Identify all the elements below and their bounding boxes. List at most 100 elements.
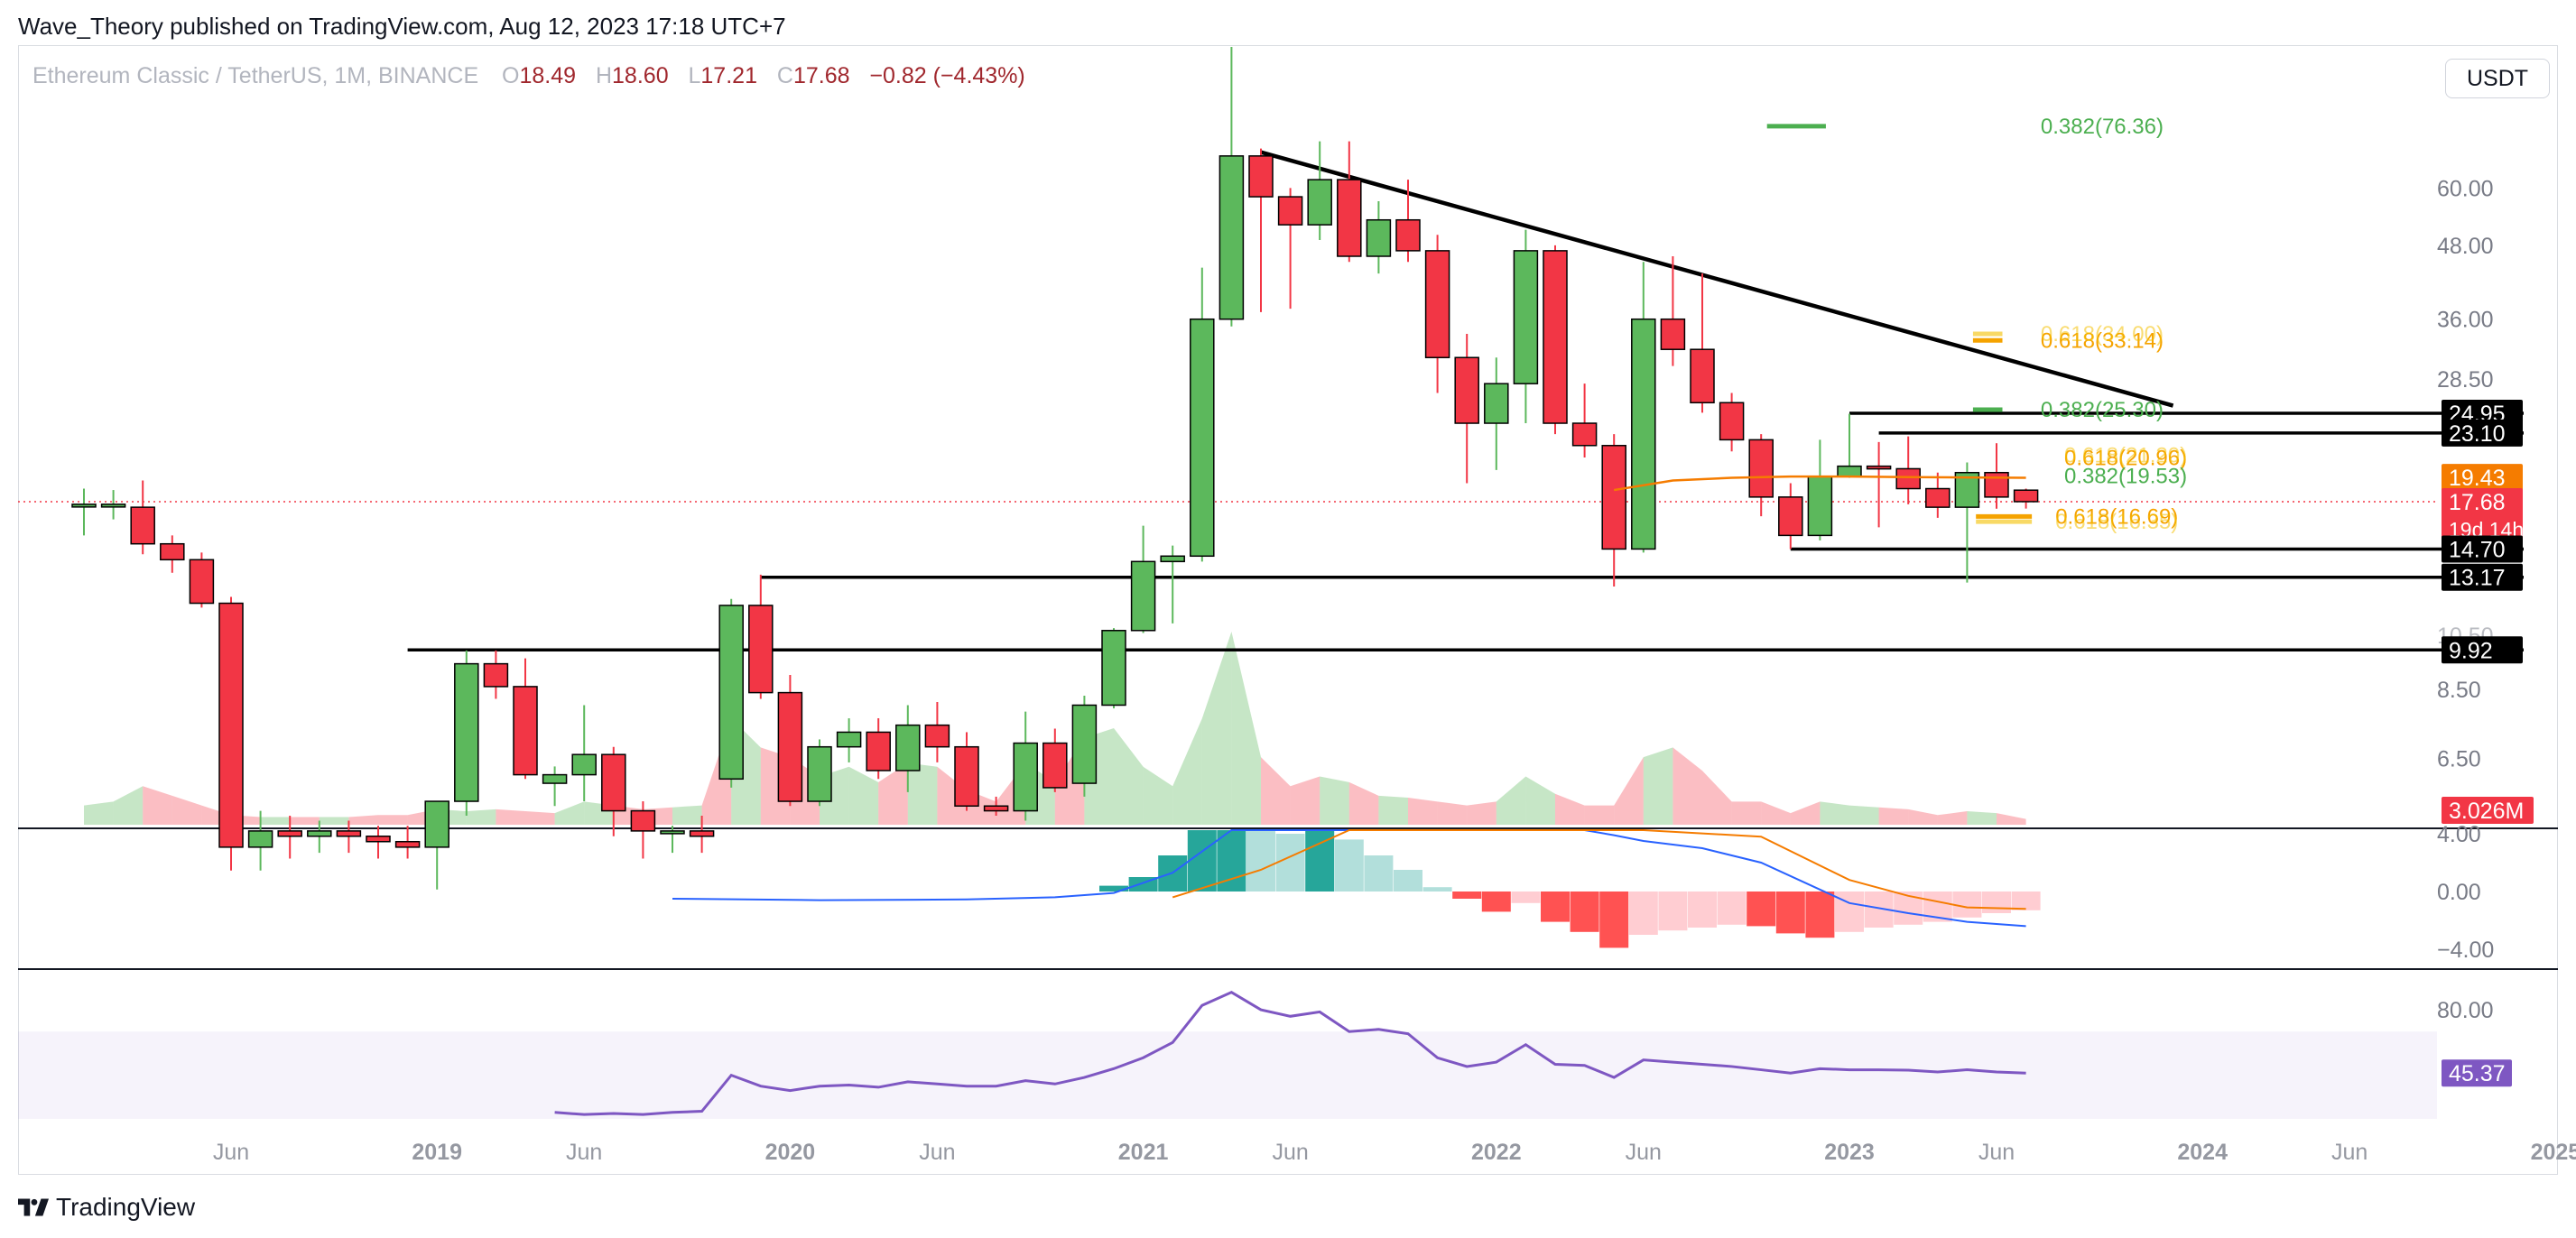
candle-body[interactable] — [1660, 318, 1686, 350]
candle-body[interactable] — [1601, 445, 1626, 550]
candle-body[interactable] — [836, 731, 862, 748]
candle-body[interactable] — [1984, 471, 2009, 498]
macd-histogram-bar — [1452, 892, 1482, 899]
candle-body[interactable] — [1454, 356, 1479, 424]
volume-area-segment — [466, 808, 496, 825]
candle-body[interactable] — [542, 773, 568, 784]
volume-area-segment — [1261, 757, 1291, 825]
candle-body[interactable] — [1307, 179, 1332, 226]
candle-body[interactable] — [1895, 467, 1921, 490]
candle-body[interactable] — [1160, 555, 1185, 563]
candle-body[interactable] — [660, 830, 685, 835]
candle-body[interactable] — [424, 800, 449, 848]
candle-body[interactable] — [954, 745, 979, 808]
candle-body[interactable] — [924, 724, 950, 748]
candle-body[interactable] — [483, 662, 509, 688]
candle-body[interactable] — [1248, 155, 1274, 198]
time-axis-tick: Jun — [213, 1140, 249, 1165]
volume-area-segment — [672, 805, 702, 825]
price-axis-label-text: 14.70 — [2449, 537, 2506, 562]
volume-area-segment — [1614, 757, 1644, 825]
candle-body[interactable] — [895, 724, 921, 771]
candle-body[interactable] — [160, 542, 185, 561]
candle-body[interactable] — [1219, 155, 1245, 320]
macd-histogram-bar — [2011, 892, 2041, 910]
candle-body[interactable] — [1277, 196, 1303, 226]
candle-body[interactable] — [748, 605, 774, 694]
candle-body[interactable] — [571, 753, 597, 776]
symbol-name[interactable]: Ethereum Classic / TetherUS, 1M, BINANCE — [32, 63, 479, 88]
candle-body[interactable] — [1807, 476, 1833, 537]
macd-axis-tick: 4.00 — [2437, 822, 2481, 847]
candle-body[interactable] — [1748, 439, 1774, 498]
candle-body[interactable] — [777, 691, 803, 802]
volume-area-segment — [554, 801, 585, 825]
volume-area-segment — [1820, 801, 1849, 825]
candle-body[interactable] — [689, 830, 715, 837]
candle-body[interactable] — [1513, 250, 1539, 384]
macd-histogram-bar — [1334, 839, 1364, 892]
candle-body[interactable] — [1543, 250, 1568, 424]
candle-body[interactable] — [2013, 489, 2039, 503]
candle-body[interactable] — [1190, 318, 1215, 558]
close-value: 17.68 — [792, 63, 850, 88]
candle-body[interactable] — [983, 805, 1009, 812]
macd-histogram-bar — [1541, 892, 1570, 922]
candle-body[interactable] — [100, 504, 126, 508]
candle-body[interactable] — [601, 753, 626, 812]
volume-area-segment — [496, 808, 525, 825]
candle-body[interactable] — [1071, 704, 1098, 784]
candle-body[interactable] — [1866, 465, 1892, 470]
time-axis-tick: 2022 — [1471, 1140, 1522, 1165]
descending-trendline[interactable] — [1260, 150, 2174, 408]
candle-body[interactable] — [1837, 465, 1862, 477]
candle-body[interactable] — [189, 559, 215, 605]
candle-body[interactable] — [366, 836, 391, 843]
candle-body[interactable] — [1484, 383, 1509, 424]
candle-body[interactable] — [630, 809, 656, 832]
tradingview-logo[interactable]: TradingView — [18, 1193, 195, 1222]
candle-body[interactable] — [1719, 402, 1745, 441]
candle-body[interactable] — [247, 830, 273, 848]
candle-body[interactable] — [454, 662, 479, 802]
tradingview-logo-icon — [18, 1198, 49, 1216]
candle-body[interactable] — [1925, 487, 1951, 508]
candle-body[interactable] — [807, 745, 832, 802]
volume-area-segment — [1172, 718, 1202, 825]
time-axis-tick: Jun — [919, 1140, 955, 1165]
candle-body[interactable] — [71, 504, 97, 508]
candle-body[interactable] — [1013, 742, 1038, 812]
candle-body[interactable] — [1690, 348, 1715, 404]
macd-histogram-bar — [1422, 887, 1452, 892]
candle-body[interactable] — [1631, 318, 1656, 550]
candle-body[interactable] — [866, 731, 891, 771]
currency-button[interactable]: USDT — [2445, 59, 2550, 98]
candle-body[interactable] — [394, 840, 421, 848]
candle-body[interactable] — [1042, 742, 1068, 789]
candle-body[interactable] — [1130, 560, 1156, 632]
candle-body[interactable] — [1571, 422, 1598, 447]
high-value: 18.60 — [612, 63, 669, 88]
candle-body[interactable] — [307, 830, 332, 837]
macd-histogram-bar — [1688, 892, 1717, 928]
candle-body[interactable] — [1101, 630, 1126, 707]
candle-body[interactable] — [513, 686, 538, 776]
price-axis-label-text: 19.43 — [2449, 466, 2506, 491]
fib-level-label: 0.382(19.53) — [2064, 465, 2187, 489]
fib-level-label: 0.382(76.36) — [2041, 115, 2164, 139]
candle-body[interactable] — [1778, 496, 1803, 537]
candle-body[interactable] — [130, 506, 155, 545]
candle-body[interactable] — [1366, 218, 1392, 257]
macd-histogram-bar — [1952, 892, 1982, 918]
candle-body[interactable] — [336, 830, 362, 837]
candle-body[interactable] — [1337, 179, 1362, 257]
candle-body[interactable] — [1395, 218, 1421, 252]
volume-area-segment — [1408, 798, 1438, 825]
candle-body[interactable] — [718, 605, 744, 781]
candle-body[interactable] — [277, 830, 302, 837]
candle-body[interactable] — [218, 602, 244, 848]
candle-body[interactable] — [1424, 250, 1450, 358]
time-axis-tick: 2021 — [1118, 1140, 1169, 1165]
fib-level-label: 0.618(16.69) — [2055, 504, 2178, 529]
